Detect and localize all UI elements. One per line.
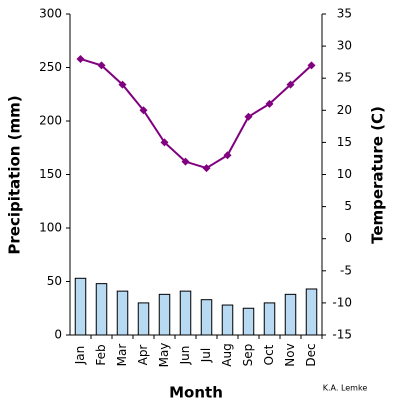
bar — [221, 304, 234, 336]
x-tick-label: May — [157, 343, 171, 368]
x-tick-label: Apr — [136, 345, 150, 366]
annotation: K.A. Lemke — [323, 384, 368, 393]
line-marker — [181, 157, 190, 166]
bar — [200, 299, 213, 336]
x-tick-label: Dec — [304, 343, 318, 366]
y2-tick-label: 15 — [337, 135, 352, 149]
y2-tick-label: 20 — [337, 103, 352, 117]
y2-tick-label: 5 — [344, 199, 352, 213]
bar — [137, 302, 150, 336]
x-axis-label: Month — [169, 384, 223, 402]
x-tick-label: Jul — [199, 348, 213, 363]
bar — [74, 277, 87, 336]
line-marker — [244, 112, 253, 121]
x-tick-label: Sep — [241, 344, 255, 367]
bar — [305, 288, 318, 336]
y-tick-label: 250 — [39, 60, 62, 74]
bar — [284, 293, 297, 336]
bar — [116, 290, 129, 336]
x-tick-label: Aug — [220, 343, 234, 366]
x-tick-label: Jun — [178, 346, 192, 366]
line-marker — [265, 99, 274, 108]
x-tick-label: Nov — [283, 343, 297, 366]
y2-tick-label: 25 — [337, 71, 352, 85]
y-tick-label: 0 — [54, 328, 62, 342]
x-tick-label: Mar — [115, 344, 129, 367]
line-marker — [76, 54, 85, 63]
line-marker — [307, 61, 316, 70]
x-tick-label: Jan — [73, 346, 87, 366]
y2-tick-label: 35 — [337, 7, 352, 21]
line-marker — [118, 80, 127, 89]
y-tick-label: 300 — [39, 7, 62, 21]
y-tick-label: 150 — [39, 167, 62, 181]
y2-tick-label: -10 — [332, 295, 352, 309]
line-marker — [139, 106, 148, 115]
y2-tick-label: -15 — [332, 328, 352, 342]
y2-tick-label: 30 — [337, 39, 352, 53]
y2-tick-label: 10 — [337, 167, 352, 181]
temperature-line — [80, 57, 313, 170]
y-tick-label: 200 — [39, 114, 62, 128]
line-marker — [202, 164, 211, 173]
y-tick-label: 50 — [47, 274, 62, 288]
bar — [263, 302, 276, 336]
bar — [242, 307, 255, 336]
bar — [95, 283, 108, 336]
y2-axis-label: Temperature (C) — [369, 106, 387, 244]
x-tick-label: Feb — [94, 344, 108, 365]
y2-tick-label: -5 — [340, 263, 352, 277]
line-marker — [286, 80, 295, 89]
x-tick-label: Oct — [262, 344, 276, 365]
bar — [179, 290, 192, 336]
bar — [158, 293, 171, 336]
line-marker — [223, 151, 232, 160]
y-tick-label: 100 — [39, 221, 62, 235]
line-marker — [97, 61, 106, 70]
y-axis-label: Precipitation (mm) — [6, 95, 24, 254]
y2-tick-label: 0 — [344, 231, 352, 245]
line-marker — [160, 138, 169, 147]
